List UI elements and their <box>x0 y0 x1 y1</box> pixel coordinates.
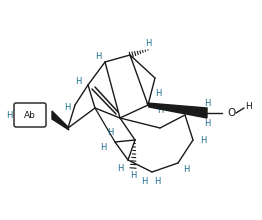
Text: H: H <box>141 176 147 185</box>
Text: H: H <box>190 106 196 114</box>
Text: H: H <box>200 136 206 145</box>
Polygon shape <box>52 111 69 130</box>
Text: H: H <box>155 88 161 97</box>
Text: H: H <box>100 143 106 152</box>
Text: H: H <box>6 110 12 119</box>
Text: H: H <box>130 170 136 180</box>
Text: H: H <box>183 165 189 174</box>
Text: H: H <box>204 99 210 108</box>
Text: H: H <box>107 128 113 136</box>
Text: H: H <box>245 101 251 110</box>
Text: H: H <box>157 106 163 114</box>
Polygon shape <box>147 103 207 118</box>
Text: Ab: Ab <box>24 110 36 119</box>
Text: H: H <box>64 103 70 112</box>
FancyBboxPatch shape <box>14 103 46 127</box>
Text: O: O <box>228 108 236 118</box>
Text: H: H <box>117 163 123 172</box>
Text: H: H <box>145 38 151 48</box>
Text: H: H <box>75 77 81 86</box>
Text: H: H <box>154 176 160 185</box>
Text: H: H <box>95 51 101 61</box>
Text: H: H <box>204 119 210 128</box>
